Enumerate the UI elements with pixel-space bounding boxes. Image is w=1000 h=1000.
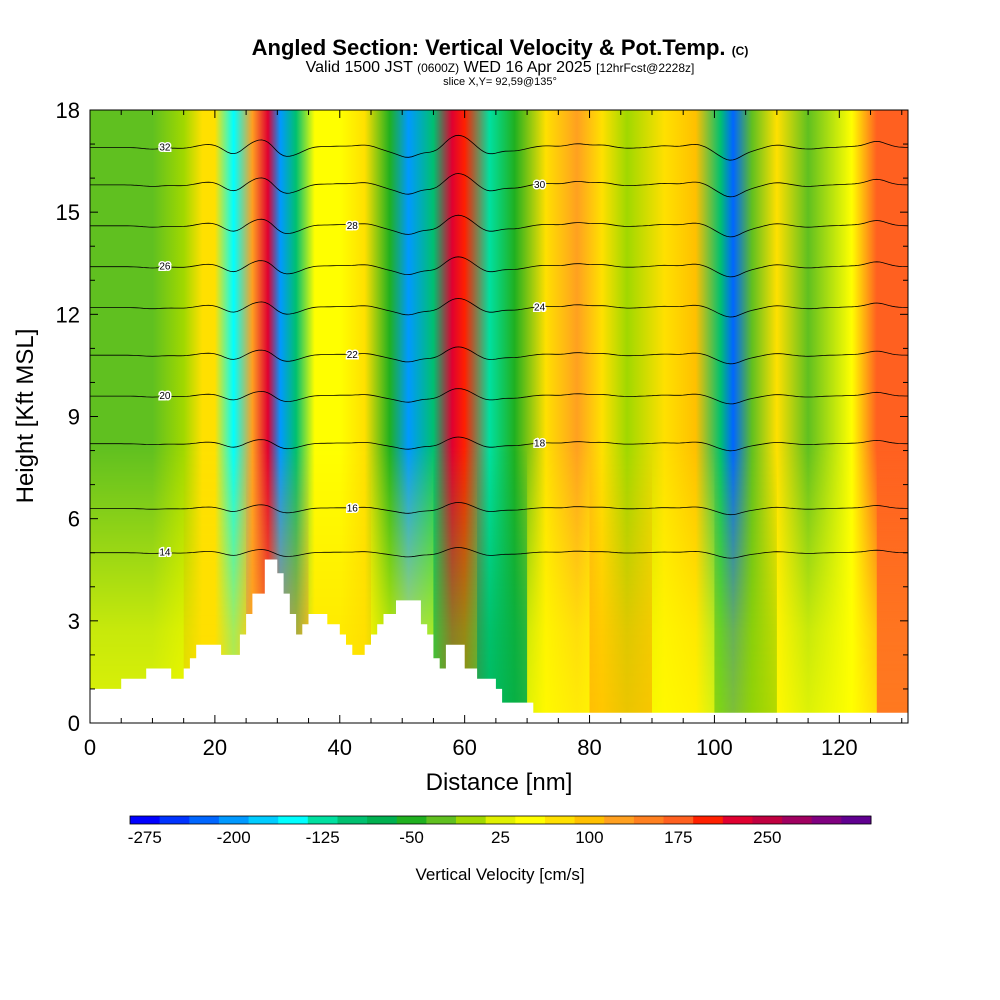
x-tick-label: 0 xyxy=(84,735,96,760)
slice-info: slice X,Y= 92,59@135° xyxy=(443,76,557,88)
subtitle-valid: Valid 1500 JST xyxy=(305,59,413,76)
y-tick-label: 12 xyxy=(56,302,80,327)
colorbar-swatch xyxy=(130,816,161,824)
x-tick-label: 120 xyxy=(821,735,858,760)
theta-contour-label: 14 xyxy=(159,548,171,559)
theta-contour xyxy=(90,134,908,161)
y-tick-label: 0 xyxy=(68,711,80,736)
x-axis: 0 20 40 60 80 100 120 xyxy=(84,110,903,760)
theta-contour-label: 24 xyxy=(534,303,546,314)
chart-title-main: Angled Section: Vertical Velocity & Pot.… xyxy=(251,35,726,60)
theta-contour-label: 30 xyxy=(534,180,546,191)
colorbar-swatch xyxy=(189,816,220,824)
colorbar-tick-label: 175 xyxy=(664,828,692,847)
x-axis-label: Distance [nm] xyxy=(426,769,573,796)
y-tick-label: 18 xyxy=(56,98,80,123)
theta-contour xyxy=(90,388,908,405)
plot-area: 14 16 18 20 22 24 26 28 30 32 xyxy=(90,110,908,723)
x-tick-label: 80 xyxy=(577,735,601,760)
theta-contour xyxy=(90,173,908,198)
theta-contour xyxy=(90,298,908,318)
x-tick-label: 40 xyxy=(328,735,352,760)
colorbar-swatch xyxy=(663,816,694,824)
colorbar-swatch xyxy=(574,816,605,824)
colorbar-tick-label: 250 xyxy=(753,828,781,847)
colorbar-swatch xyxy=(604,816,635,824)
colorbar-swatch xyxy=(337,816,368,824)
colorbar-swatch xyxy=(159,816,190,824)
y-tick-label: 3 xyxy=(68,609,80,634)
theta-contour-label: 20 xyxy=(159,391,171,402)
colorbar-swatch xyxy=(396,816,427,824)
colorbar-swatch xyxy=(811,816,842,824)
colorbar-frame xyxy=(129,815,872,825)
y-tick-label: 9 xyxy=(68,405,80,430)
colorbar-swatch xyxy=(782,816,813,824)
colorbar-swatch xyxy=(752,816,783,824)
theta-contour-label: 22 xyxy=(347,350,359,361)
y-axis-label: Height [Kft MSL] xyxy=(12,329,39,504)
colorbar-tick-label: -200 xyxy=(217,828,251,847)
x-tick-label: 100 xyxy=(696,735,733,760)
colorbar-swatch xyxy=(515,816,546,824)
colorbar-swatch xyxy=(693,816,724,824)
theta-contour xyxy=(90,502,908,516)
theta-contour xyxy=(90,436,908,452)
y-tick-label: 15 xyxy=(56,200,80,225)
colorbar-swatch xyxy=(307,816,338,824)
colorbar-tick-label: -275 xyxy=(128,828,162,847)
colorbar-swatch xyxy=(456,816,487,824)
chart-title-suffix: (C) xyxy=(731,44,749,58)
colorbar-tick-label: -125 xyxy=(306,828,340,847)
colorbar-tick-label: 100 xyxy=(575,828,603,847)
theta-contour xyxy=(90,547,908,559)
chart-subtitle: Valid 1500 JST (0600Z) WED 16 Apr 2025 [… xyxy=(0,60,1000,76)
subtitle-utc: (0600Z) xyxy=(417,61,460,75)
colorbar-swatch xyxy=(426,816,457,824)
colorbar-tick-label: 25 xyxy=(491,828,510,847)
theta-contour xyxy=(90,346,908,365)
colorbar-swatch xyxy=(722,816,753,824)
theta-contour-label: 16 xyxy=(347,504,359,515)
y-tick-label: 6 xyxy=(68,507,80,532)
theta-contour xyxy=(90,256,908,278)
colorbar-swatch xyxy=(633,816,664,824)
colorbar-swatch xyxy=(841,816,872,824)
colorbar-swatch xyxy=(218,816,249,824)
subtitle-forecast: [12hrFcst@2228z] xyxy=(596,61,695,75)
colorbar: -275 -200 -125 -50 25 100 175 250 xyxy=(128,815,872,847)
theta-contour xyxy=(90,214,908,238)
terrain xyxy=(90,559,908,723)
colorbar-swatch xyxy=(278,816,309,824)
y-axis: 0 3 6 9 12 15 18 xyxy=(56,98,908,736)
colorbar-tick-label: -50 xyxy=(399,828,424,847)
x-tick-label: 60 xyxy=(452,735,476,760)
theta-contour-label: 32 xyxy=(159,143,171,154)
theta-contours: 14 16 18 20 22 24 26 28 30 32 xyxy=(90,134,908,560)
x-tick-label: 20 xyxy=(203,735,227,760)
theta-contour-label: 26 xyxy=(159,262,171,273)
colorbar-swatch xyxy=(248,816,279,824)
chart-title: Angled Section: Vertical Velocity & Pot.… xyxy=(0,36,1000,63)
colorbar-label: Vertical Velocity [cm/s] xyxy=(415,865,584,884)
colorbar-swatch xyxy=(545,816,576,824)
theta-contour-label: 18 xyxy=(534,439,546,450)
theta-contour-label: 28 xyxy=(347,221,359,232)
velocity-shading xyxy=(90,110,908,723)
colorbar-swatch xyxy=(485,816,516,824)
subtitle-date: WED 16 Apr 2025 xyxy=(463,59,592,76)
colorbar-swatch xyxy=(367,816,398,824)
